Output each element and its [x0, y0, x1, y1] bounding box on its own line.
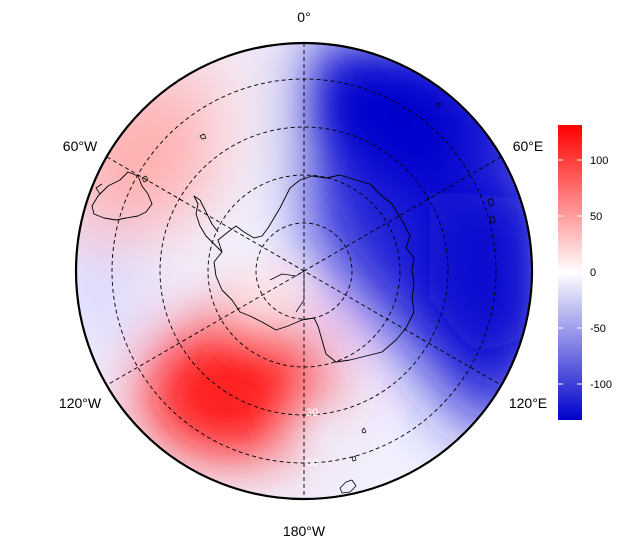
antarctic-peninsula — [193, 195, 223, 253]
coastline — [91, 102, 496, 494]
longitude-label-0: 0° — [297, 9, 310, 25]
new-zealand-coastline — [339, 479, 357, 494]
latitude-label: 30 — [306, 407, 318, 419]
colorbar-tick: -50 — [590, 323, 606, 335]
south-america-coastline — [91, 171, 153, 221]
longitude-label-180w: 180°W — [283, 523, 326, 539]
map-boundary — [74, 41, 534, 501]
colorbar-tick: 100 — [590, 155, 608, 167]
colorbar-tick: -100 — [590, 379, 612, 391]
colorbar-tick: 50 — [590, 211, 602, 223]
longitude-label-60e: 60°E — [513, 138, 544, 154]
longitude-label-120w: 120°W — [59, 395, 102, 411]
latitude-label: 60 — [306, 457, 318, 469]
colorbar-tick: 0 — [590, 267, 596, 279]
longitude-label-60w: 60°W — [63, 138, 98, 154]
anomaly-field — [76, 43, 532, 499]
latitude-circle — [255, 222, 353, 320]
longitude-label-120e: 120°E — [509, 395, 547, 411]
antarctica-coastline — [213, 174, 415, 363]
colorbar: 100 50 0 -50 -100 — [558, 125, 612, 420]
